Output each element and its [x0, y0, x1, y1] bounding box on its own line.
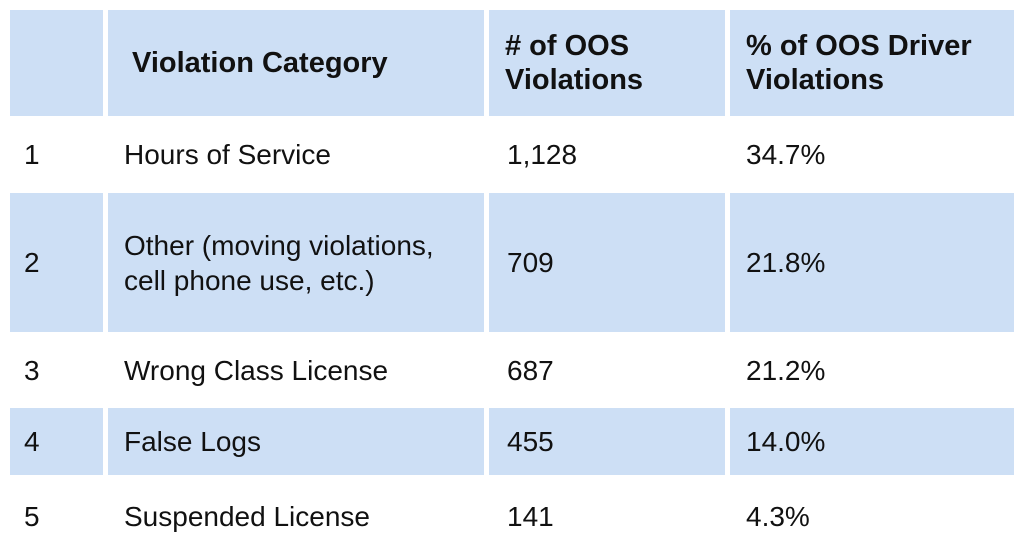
- table-row: 2 Other (moving violations, cell phone u…: [0, 193, 1024, 332]
- row-rank: 1: [24, 139, 40, 170]
- table-row: 4 False Logs 455 14.0%: [0, 408, 1024, 475]
- row-percent: 34.7%: [746, 139, 826, 170]
- row-percent: 4.3%: [746, 500, 810, 532]
- row-rank: 5: [24, 500, 40, 532]
- table-row: 3 Wrong Class License 687 21.2%: [0, 337, 1024, 403]
- table-header-row: Violation Category # of OOS Violations %…: [0, 10, 1024, 116]
- table-row: 1 Hours of Service 1,128 34.7%: [0, 121, 1024, 188]
- row-percent: 14.0%: [730, 408, 1014, 475]
- row-category: Other (moving violations, cell phone use…: [108, 193, 484, 332]
- row-count: 1,128: [507, 139, 578, 170]
- table-row: 5 Suspended License 141 4.3%: [0, 480, 1024, 552]
- row-percent: 21.8%: [730, 193, 1014, 332]
- row-category: Hours of Service: [124, 139, 331, 170]
- row-percent: 21.2%: [746, 354, 826, 386]
- row-rank: 2: [10, 193, 103, 332]
- header-violation-category: Violation Category: [108, 10, 484, 116]
- header-oos-driver-violations-percent: % of OOS Driver Violations: [730, 10, 1014, 116]
- header-rank: [10, 10, 103, 116]
- row-count: 687: [507, 354, 554, 386]
- row-rank: 4: [10, 408, 103, 475]
- row-count: 455: [489, 408, 725, 475]
- header-oos-violations-count: # of OOS Violations: [489, 10, 725, 116]
- row-category: False Logs: [108, 408, 484, 475]
- row-count: 709: [489, 193, 725, 332]
- row-category: Suspended License: [124, 500, 370, 532]
- row-category: Wrong Class License: [124, 354, 389, 386]
- row-rank: 3: [24, 354, 40, 386]
- row-count: 141: [507, 500, 554, 532]
